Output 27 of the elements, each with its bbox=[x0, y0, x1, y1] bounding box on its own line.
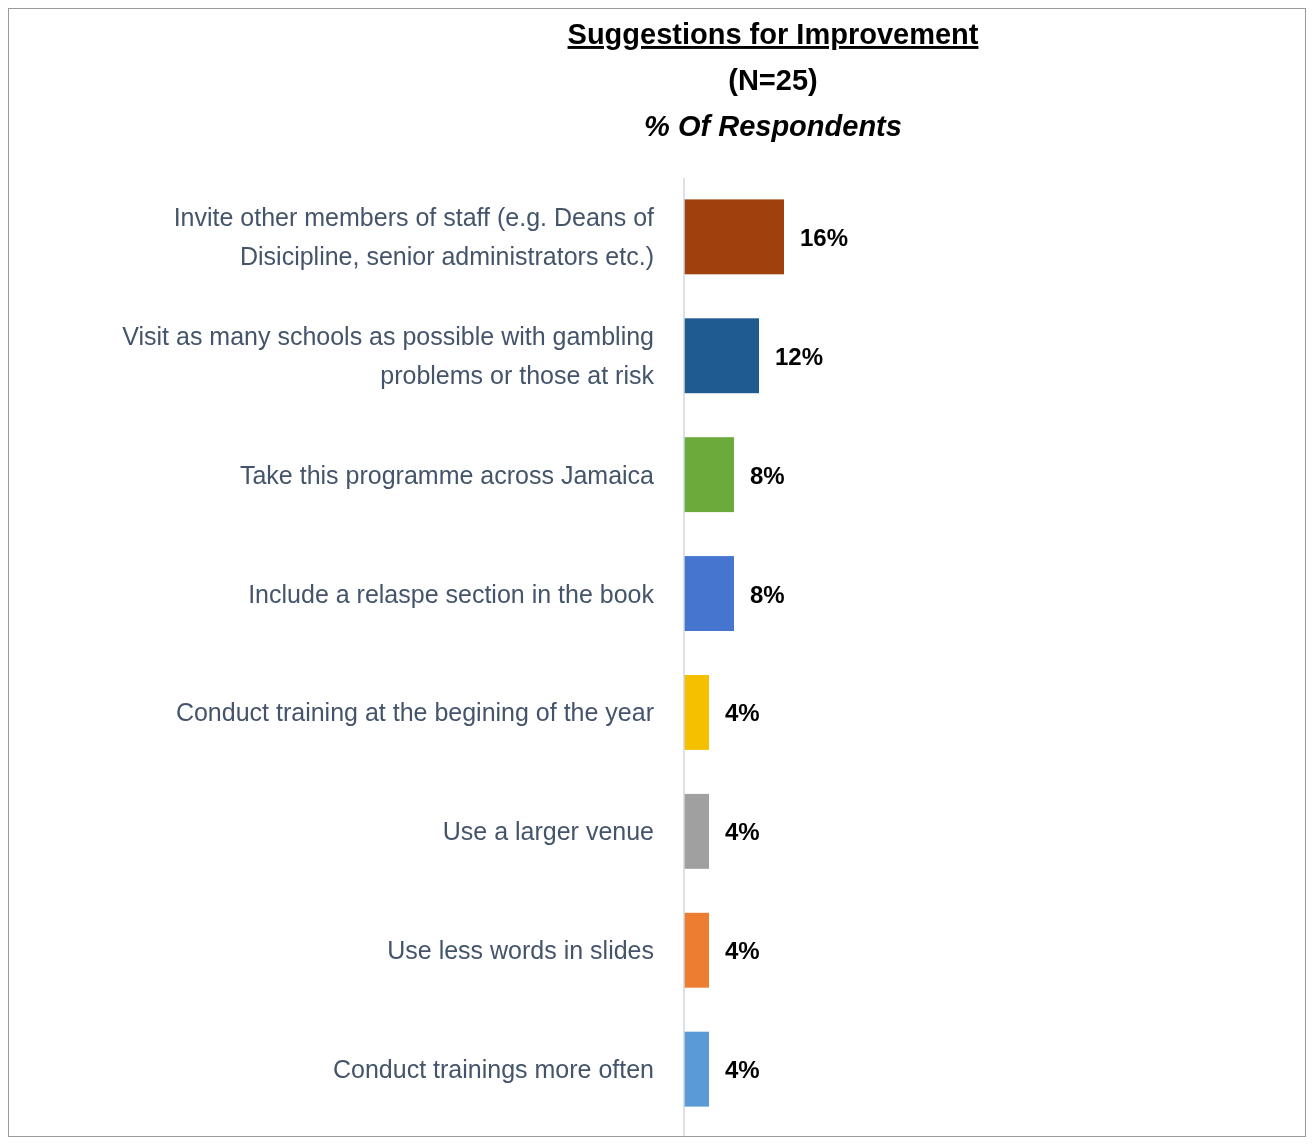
chart-subtitle: (N=25) bbox=[728, 64, 818, 96]
y-tick-label: Visit as many schools as possible with gambling problems or those at risk bbox=[122, 322, 655, 390]
bar bbox=[684, 793, 709, 869]
bar bbox=[684, 199, 784, 275]
y-tick-label: Include a relaspe section in the book bbox=[248, 579, 655, 608]
bar bbox=[684, 675, 709, 750]
bar bbox=[684, 437, 734, 513]
y-tick-label: Use less words in slides bbox=[387, 936, 654, 965]
text: % Of Respondents bbox=[644, 110, 902, 142]
data-label: 4% bbox=[725, 937, 760, 965]
data-label: 4% bbox=[725, 699, 760, 727]
chart-title: Suggestions for Improvement bbox=[567, 18, 979, 50]
data-label: 12% bbox=[775, 342, 824, 370]
bar bbox=[684, 912, 709, 988]
y-tick-label: Invite other members of staff (e.g. Deans of Disicipline, senior administrators etc.) bbox=[173, 203, 655, 271]
y-tick-label: Take this programme across Jamaica bbox=[239, 460, 655, 489]
y-tick-label: Conduct trainings more often bbox=[332, 1055, 654, 1084]
bar bbox=[684, 318, 759, 394]
bar bbox=[684, 556, 734, 631]
data-label: 16% bbox=[800, 223, 849, 251]
data-label: 8% bbox=[750, 461, 785, 489]
bar bbox=[684, 1031, 709, 1107]
y-tick-label: Conduct training at the begining of the year bbox=[175, 698, 654, 727]
y-tick-label: Use a larger venue bbox=[442, 817, 654, 846]
data-label: 4% bbox=[725, 1056, 760, 1084]
data-label: 8% bbox=[750, 580, 785, 608]
data-label: 4% bbox=[725, 818, 760, 846]
